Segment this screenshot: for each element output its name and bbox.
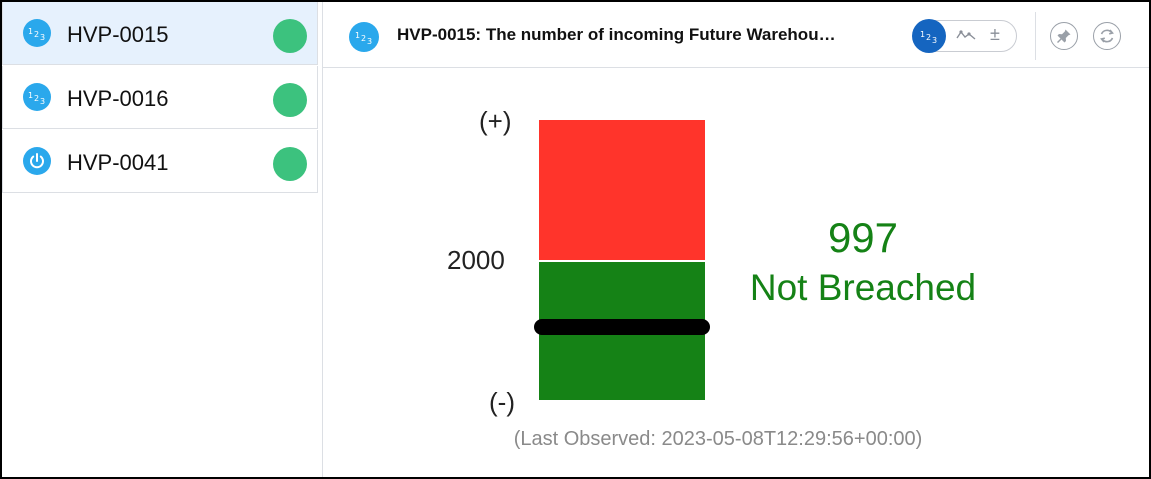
svg-text:3: 3 [367,37,372,45]
svg-text:1: 1 [355,31,360,40]
list-item-label: HVP-0016 [67,86,169,111]
upper-label: (+) [479,106,512,136]
svg-text:3: 3 [40,33,45,41]
breach-status: Not Breached [749,267,977,308]
svg-text:2: 2 [34,94,39,103]
plus-minus-icon: ± [990,24,1000,44]
svg-text:1: 1 [28,91,33,100]
value-marker [534,319,710,335]
status-indicator [273,147,307,181]
svg-text:2: 2 [926,33,931,42]
threshold-label: 2000 [447,245,505,275]
breach-zone [539,120,705,260]
trend-view-button[interactable] [956,28,976,47]
svg-text:1: 1 [28,27,33,36]
panel-title: HVP-0015: The number of incoming Future … [397,25,836,44]
list-item-hvp-0041[interactable]: HVP-0041 [2,130,318,193]
svg-text:2: 2 [361,34,366,43]
plus-minus-view-button[interactable]: ± [990,24,1000,45]
pin-icon [1057,29,1071,43]
header-divider [1035,12,1036,60]
list-item-label: HVP-0015 [67,22,169,47]
svg-text:3: 3 [40,97,45,105]
last-observed-timestamp: (Last Observed: 2023-05-08T12:29:56+00:0… [513,428,923,450]
refresh-button[interactable] [1093,22,1121,50]
svg-text:1: 1 [920,30,925,39]
status-indicator [273,83,307,117]
power-icon [23,147,51,175]
status-indicator [273,19,307,53]
pin-button[interactable] [1050,22,1078,50]
list-item-label: HVP-0041 [67,150,169,175]
current-value: 997 [827,214,899,261]
refresh-icon [1100,29,1114,43]
svg-text:3: 3 [932,36,937,44]
lower-label: (-) [489,387,515,417]
trend-icon [956,30,976,40]
svg-text:2: 2 [34,30,39,39]
